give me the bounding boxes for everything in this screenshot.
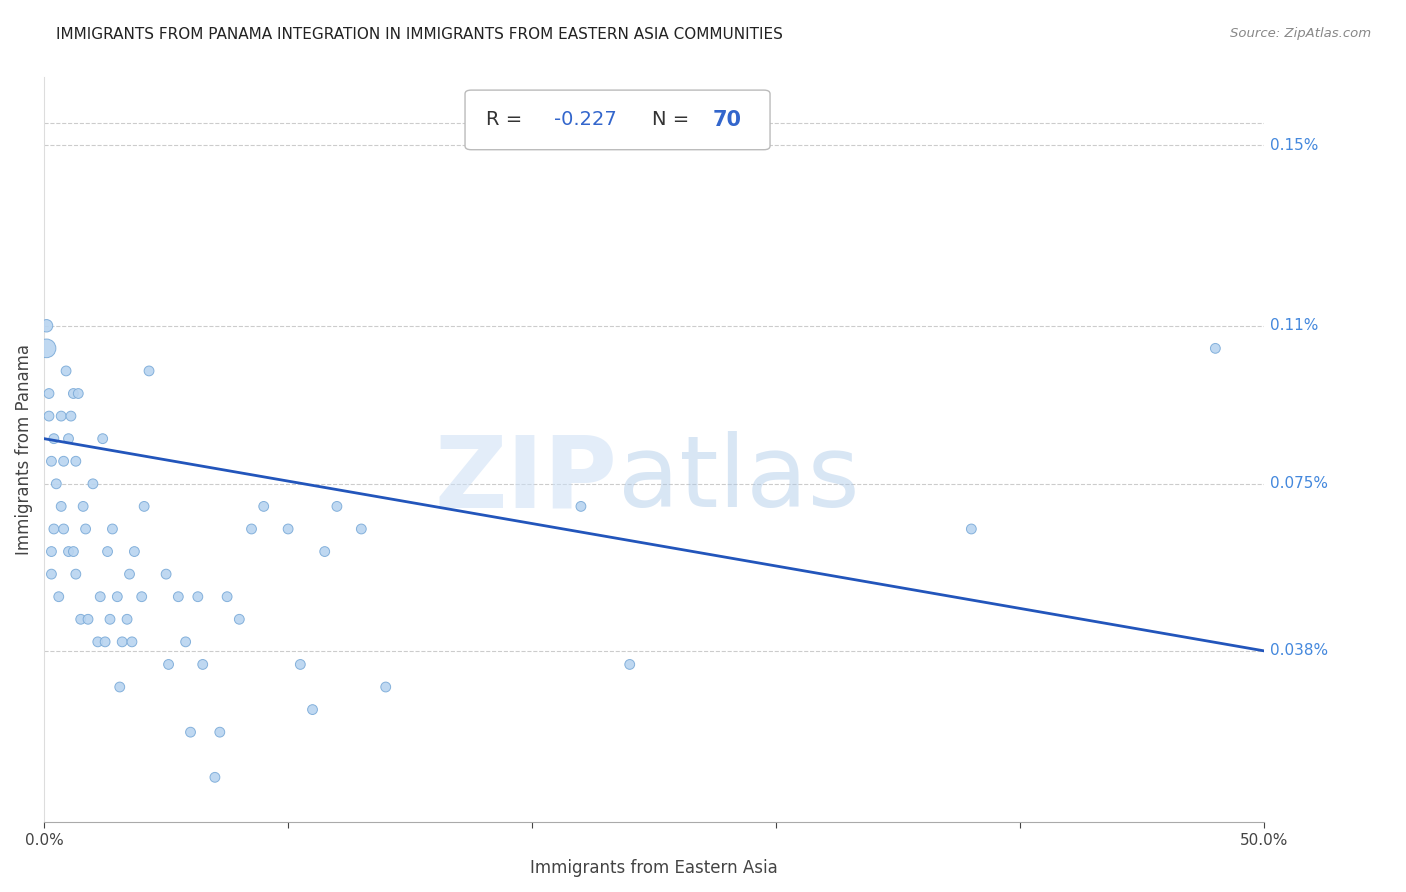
Point	[75, 522, 97, 536]
Point	[52, 454, 75, 468]
Point	[157, 657, 180, 672]
X-axis label: Immigrants from Eastern Asia: Immigrants from Eastern Asia	[530, 859, 778, 877]
Point	[98, 612, 121, 626]
Point	[59, 409, 82, 423]
Text: 0.15%: 0.15%	[1270, 137, 1319, 153]
Text: ZIP: ZIP	[434, 431, 617, 528]
Y-axis label: Immigrants from Panama: Immigrants from Panama	[15, 344, 32, 556]
Point	[180, 725, 202, 739]
Text: R =: R =	[485, 111, 529, 129]
Point	[51, 500, 73, 514]
Point	[228, 612, 250, 626]
Point	[350, 522, 373, 536]
Point	[569, 500, 592, 514]
Point	[277, 522, 299, 536]
Point	[96, 544, 118, 558]
Point	[41, 454, 63, 468]
Point	[204, 770, 226, 784]
Text: Source: ZipAtlas.com: Source: ZipAtlas.com	[1230, 27, 1371, 40]
Point	[217, 590, 239, 604]
Point	[124, 544, 146, 558]
Point	[187, 590, 209, 604]
Point	[134, 500, 156, 514]
FancyBboxPatch shape	[465, 90, 770, 150]
Point	[35, 318, 58, 333]
Point	[253, 500, 276, 514]
Point	[91, 432, 114, 446]
Point	[108, 680, 131, 694]
Point	[45, 476, 67, 491]
Point	[82, 476, 104, 491]
Text: -0.227: -0.227	[554, 111, 617, 129]
Point	[138, 364, 160, 378]
Point	[65, 567, 87, 582]
Point	[42, 522, 65, 536]
Point	[87, 635, 110, 649]
Point	[118, 567, 141, 582]
Point	[72, 500, 94, 514]
Point	[67, 386, 90, 401]
Text: 0.075%: 0.075%	[1270, 476, 1329, 491]
Point	[69, 612, 91, 626]
Point	[62, 386, 84, 401]
Point	[105, 590, 128, 604]
Point	[62, 544, 84, 558]
Point	[38, 386, 60, 401]
Point	[35, 342, 58, 356]
Point	[301, 703, 323, 717]
Point	[65, 454, 87, 468]
Point	[52, 522, 75, 536]
Point	[58, 432, 80, 446]
Point	[208, 725, 231, 739]
Point	[619, 657, 641, 672]
Point	[55, 364, 77, 378]
Point	[121, 635, 143, 649]
Point	[290, 657, 312, 672]
Point	[374, 680, 396, 694]
Text: N =: N =	[652, 111, 695, 129]
Point	[155, 567, 177, 582]
Point	[38, 409, 60, 423]
Point	[326, 500, 349, 514]
Point	[42, 432, 65, 446]
Point	[58, 544, 80, 558]
Text: 70: 70	[713, 110, 742, 130]
Point	[111, 635, 134, 649]
Point	[77, 612, 100, 626]
Text: 0.11%: 0.11%	[1270, 318, 1319, 334]
Point	[174, 635, 197, 649]
Point	[1204, 342, 1226, 356]
Point	[51, 409, 73, 423]
Point	[41, 567, 63, 582]
Text: 0.038%: 0.038%	[1270, 643, 1329, 658]
Point	[131, 590, 153, 604]
Text: IMMIGRANTS FROM PANAMA INTEGRATION IN IMMIGRANTS FROM EASTERN ASIA COMMUNITIES: IMMIGRANTS FROM PANAMA INTEGRATION IN IM…	[56, 27, 783, 42]
Point	[960, 522, 983, 536]
Text: atlas: atlas	[617, 431, 859, 528]
Point	[115, 612, 138, 626]
Point	[240, 522, 263, 536]
Point	[94, 635, 117, 649]
Point	[48, 590, 70, 604]
Point	[101, 522, 124, 536]
Point	[314, 544, 336, 558]
Point	[89, 590, 111, 604]
Point	[191, 657, 214, 672]
Point	[167, 590, 190, 604]
Point	[41, 544, 63, 558]
